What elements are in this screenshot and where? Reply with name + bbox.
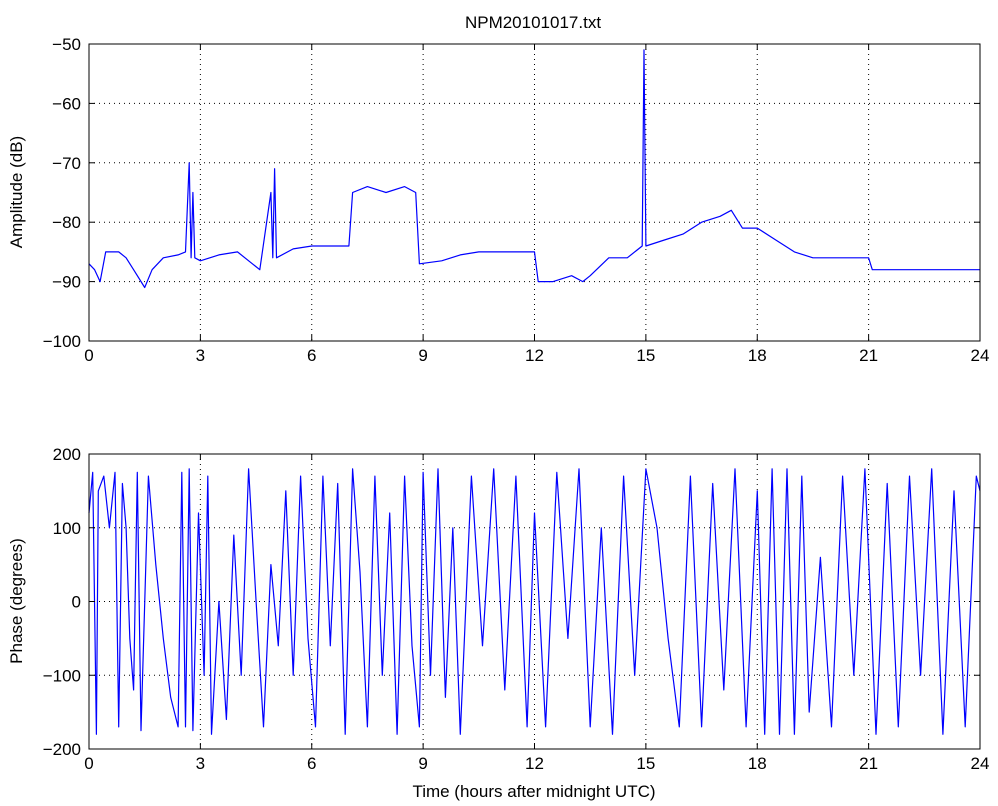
phase-panel: 0 3 6 9 12 15 18 21 24 −200 −100 0 100 200 Phase (deg… — [7, 445, 989, 801]
y-tick-label: −80 — [52, 213, 81, 232]
series-line — [88, 468, 981, 735]
chart-title: NPM20101017.txt — [465, 13, 601, 32]
x-tick-label: 3 — [196, 346, 205, 365]
x-axis-label: Time (hours after midnight UTC) — [412, 782, 655, 801]
grid-lines — [89, 44, 980, 341]
x-tick-label: 0 — [84, 754, 93, 773]
tick-marks — [88, 43, 981, 342]
y-tick-label: −50 — [52, 35, 81, 54]
x-tick-label: 12 — [525, 346, 544, 365]
y-tick-label: 0 — [72, 593, 81, 612]
x-tick-label: 9 — [418, 346, 427, 365]
x-tick-label: 18 — [748, 754, 767, 773]
y-tick-label: −90 — [52, 273, 81, 292]
x-tick-label: 3 — [196, 754, 205, 773]
axes-frame — [88, 453, 981, 750]
y-tick-label: 100 — [53, 519, 81, 538]
y-axis-label: Phase (degrees) — [7, 538, 26, 664]
y-tick-label: −200 — [43, 740, 81, 759]
y-tick-label: 200 — [53, 445, 81, 464]
x-tick-label: 0 — [84, 346, 93, 365]
x-tick-label: 6 — [307, 346, 316, 365]
y-tick-label: −70 — [52, 154, 81, 173]
amplitude-series — [88, 49, 980, 289]
axes-frame — [88, 43, 981, 342]
x-tick-label: 9 — [418, 754, 427, 773]
amplitude-panel: 0 3 6 9 12 15 18 21 24 −100 −90 −80 −70 −60 −50 Amplit… — [7, 35, 989, 365]
series-line — [88, 49, 980, 289]
x-tick-label: 12 — [525, 754, 544, 773]
x-tick-label: 21 — [859, 754, 878, 773]
x-tick-label: 15 — [636, 754, 655, 773]
x-tick-label: 24 — [971, 346, 990, 365]
tick-labels: 0 3 6 9 12 15 18 21 24 −200 −100 0 100 200 — [43, 445, 990, 773]
x-tick-label: 18 — [748, 346, 767, 365]
x-tick-label: 15 — [636, 346, 655, 365]
y-tick-label: −100 — [43, 332, 81, 351]
y-axis-label: Amplitude (dB) — [7, 136, 26, 248]
plot-area — [89, 44, 980, 341]
x-tick-label: 21 — [859, 346, 878, 365]
tick-labels: 0 3 6 9 12 15 18 21 24 −100 −90 −80 −70 −60 −50 — [43, 35, 990, 365]
y-tick-label: −60 — [52, 94, 81, 113]
phase-series — [88, 468, 981, 735]
x-tick-label: 6 — [307, 754, 316, 773]
y-tick-label: −100 — [43, 666, 81, 685]
x-tick-label: 24 — [971, 754, 990, 773]
